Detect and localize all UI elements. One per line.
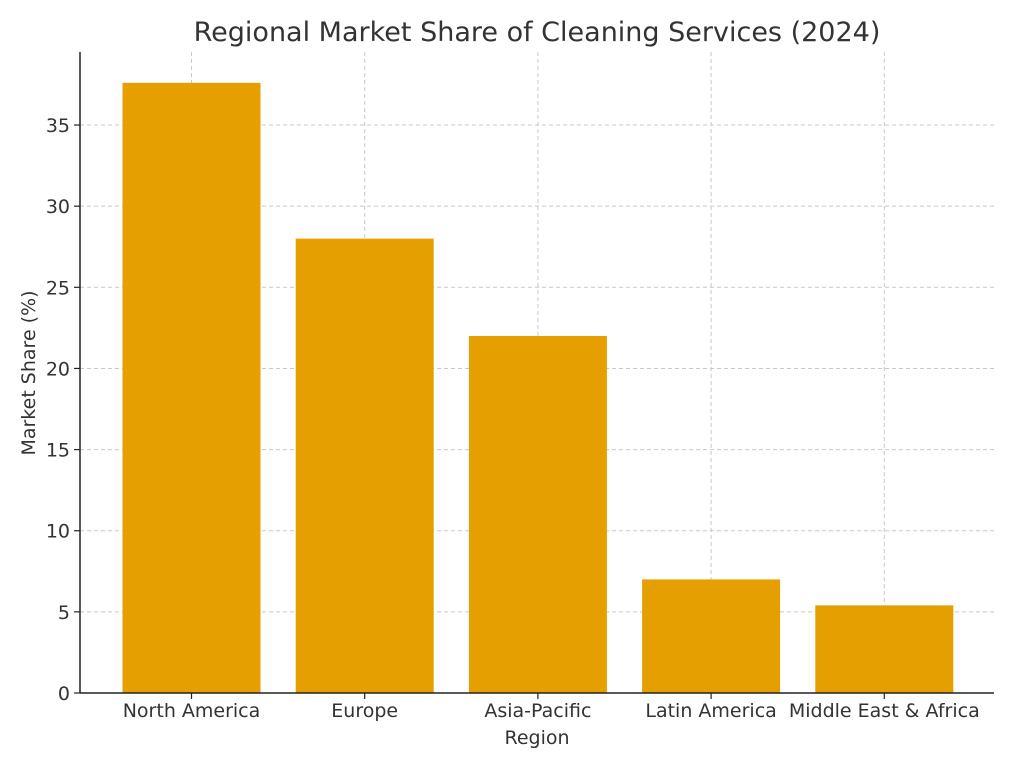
y-tick-label: 5 xyxy=(58,602,70,624)
x-tick-label: North America xyxy=(123,700,261,722)
y-tick-label: 10 xyxy=(46,521,70,543)
bar xyxy=(122,82,261,694)
axes xyxy=(79,52,994,694)
y-tick-label: 35 xyxy=(46,115,70,137)
y-tick-label: 0 xyxy=(58,683,70,705)
y-ticks: 0 5 10 15 20 25 30 35 xyxy=(46,115,80,705)
x-axis-label: Region xyxy=(504,727,569,749)
bar xyxy=(815,605,954,693)
y-tick-label: 25 xyxy=(46,277,70,299)
y-tick-label: 15 xyxy=(46,440,70,462)
x-tick-label: Middle East & Africa xyxy=(789,700,980,722)
x-tick-label: Latin America xyxy=(645,700,776,722)
bar xyxy=(468,335,607,693)
x-tick-label: Europe xyxy=(331,700,398,722)
y-tick-label: 20 xyxy=(46,358,70,380)
x-ticks: North America Europe Asia-Pacific Latin Ame… xyxy=(123,693,980,722)
bar xyxy=(295,238,434,694)
x-tick-label: Asia-Pacific xyxy=(484,700,591,722)
bar xyxy=(642,579,781,693)
y-tick-label: 30 xyxy=(46,196,70,218)
chart-title: Regional Market Share of Cleaning Servic… xyxy=(194,17,881,48)
y-axis-label: Market Share (%) xyxy=(18,290,40,455)
bars xyxy=(122,82,954,694)
